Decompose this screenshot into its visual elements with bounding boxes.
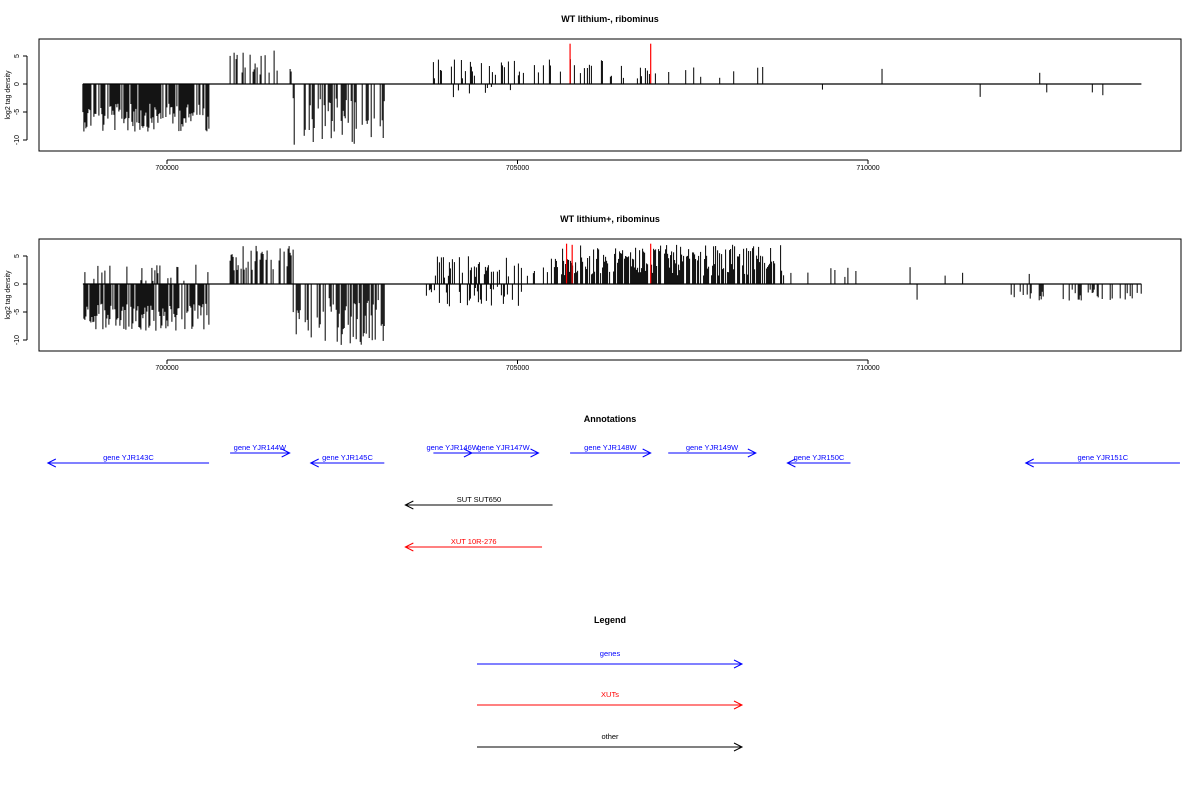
legend-item: genes: [477, 649, 744, 669]
annotation-feature: gene YJR145C: [309, 453, 385, 468]
legend-panel: Legend genes XUTs other: [477, 615, 744, 752]
annotation-features: gene YJR143C gene YJR144W gene YJR145C gene…: [46, 443, 1180, 552]
y-tick-label: 5: [14, 54, 21, 58]
annotations-title: Annotations: [584, 414, 637, 424]
annotation-feature: SUT SUT650: [404, 495, 553, 510]
panel-1-title: WT lithium-, ribominus: [561, 14, 659, 24]
y-tick-label: -10: [14, 335, 21, 345]
annotation-arrow-head: [1024, 458, 1034, 468]
legend-label: XUTs: [601, 690, 619, 699]
legend-items: genes XUTs other: [477, 649, 744, 752]
panel-2-axes: -10 -5 0 5 700000 705000 710000: [14, 254, 1142, 372]
annotation-arrow-head: [530, 448, 540, 458]
legend-label: genes: [600, 649, 621, 658]
x-tick-label: 700000: [155, 165, 178, 172]
legend-label: other: [601, 732, 619, 741]
panel-1-axes: -10 -5 0 5 700000 705000 710000: [14, 54, 1142, 172]
y-tick-label: 0: [14, 82, 21, 86]
annotation-label: gene YJR149W: [686, 443, 739, 452]
y-tick-label: -5: [14, 109, 21, 115]
legend-arrow-head: [733, 742, 744, 752]
annotation-feature: gene YJR148W: [570, 443, 652, 458]
annotation-label: gene YJR143C: [103, 453, 154, 462]
annotation-feature: gene YJR151C: [1024, 453, 1180, 468]
annotation-label: gene YJR144W: [234, 443, 287, 452]
annotation-label: gene YJR150C: [794, 453, 845, 462]
panel-2-title: WT lithium+, ribominus: [560, 214, 660, 224]
annotation-feature: gene YJR147W: [468, 443, 540, 458]
annotation-arrow-head: [747, 448, 757, 458]
legend-item: XUTs: [477, 690, 744, 710]
annotation-arrow-head: [404, 542, 414, 552]
annotation-label: gene YJR151C: [1077, 453, 1128, 462]
panel-2-ylabel: log2 tag density: [5, 270, 12, 320]
panel-2-frame: [38, 238, 1182, 352]
annotation-arrow-head: [46, 458, 57, 468]
panel-1-frame: [38, 38, 1182, 152]
annotation-label: gene YJR146W: [426, 443, 479, 452]
annotation-arrow-head: [281, 448, 291, 458]
x-tick-label: 710000: [856, 365, 879, 372]
annotation-feature: gene YJR144W: [230, 443, 291, 458]
annotation-feature: gene YJR146W: [426, 443, 480, 458]
legend-arrow-head: [733, 700, 744, 710]
annotation-label: SUT SUT650: [457, 495, 501, 504]
y-tick-label: -5: [14, 309, 21, 315]
annotation-feature: gene YJR149W: [668, 443, 757, 458]
annotation-arrow-head: [642, 448, 652, 458]
panel-1-ylabel: log2 tag density: [5, 70, 12, 120]
legend-arrow-head: [733, 659, 744, 669]
x-tick-label: 700000: [155, 365, 178, 372]
panel-1: WT lithium-, ribominus -10 -5 0 5 700000 7050…: [5, 14, 1182, 172]
y-tick-label: -10: [14, 135, 21, 145]
x-tick-label: 705000: [506, 365, 529, 372]
annotation-label: gene YJR148W: [584, 443, 637, 452]
annotation-arrow-head: [786, 458, 796, 468]
x-tick-label: 710000: [856, 165, 879, 172]
annotation-arrow-head: [309, 458, 319, 468]
y-tick-label: 5: [14, 254, 21, 258]
panel-2: WT lithium+, ribominus -10 -5 0 5 700000 7050…: [5, 214, 1182, 372]
annotation-label: gene YJR147W: [477, 443, 530, 452]
annotation-label: gene YJR145C: [322, 453, 373, 462]
panel-1-bars: [82, 43, 1104, 145]
annotation-label: XUT 10R-276: [451, 537, 497, 546]
annotation-feature: gene YJR150C: [786, 453, 851, 468]
annotation-feature: gene YJR143C: [46, 453, 210, 468]
annotation-feature: XUT 10R-276: [404, 537, 543, 552]
legend-title: Legend: [594, 615, 626, 625]
x-tick-label: 705000: [506, 165, 529, 172]
panel-2-bars: [83, 243, 1142, 345]
annotation-arrow-head: [404, 500, 414, 510]
y-tick-label: 0: [14, 282, 21, 286]
legend-item: other: [477, 732, 744, 752]
